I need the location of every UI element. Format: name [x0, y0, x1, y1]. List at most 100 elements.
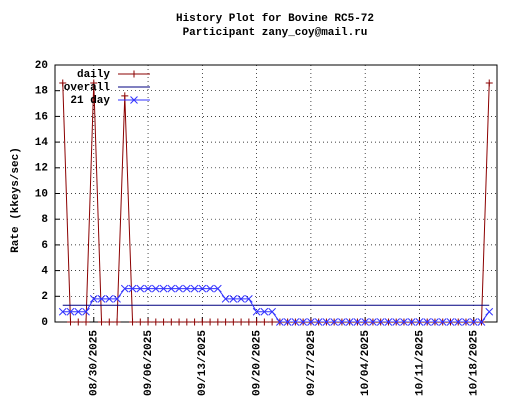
legend-label: overall [64, 82, 111, 94]
data-point [120, 284, 129, 293]
y-tick-label: 4 [41, 266, 48, 278]
data-point [144, 318, 152, 326]
legend-label: daily [77, 69, 110, 81]
x-tick-label: 09/06/2025 [143, 330, 155, 396]
data-point [58, 307, 67, 316]
data-point [485, 79, 493, 87]
data-point [66, 307, 75, 316]
x-tick-label: 10/11/2025 [414, 330, 426, 396]
data-point [462, 318, 470, 326]
data-point [152, 318, 160, 326]
data-point [314, 318, 323, 326]
data-point [454, 318, 463, 326]
data-point [307, 318, 315, 326]
y-tick-label: 18 [35, 86, 49, 98]
data-point [74, 318, 82, 326]
data-point [446, 318, 455, 326]
data-point [369, 318, 377, 326]
data-point [182, 284, 191, 293]
data-point [299, 318, 307, 326]
data-point [151, 284, 160, 293]
data-point [291, 318, 300, 326]
y-tick-label: 10 [35, 188, 48, 200]
data-point [222, 318, 230, 326]
y-tick-label: 0 [41, 317, 48, 329]
data-point [237, 318, 245, 326]
data-point [322, 318, 331, 326]
data-point [268, 318, 276, 326]
data-point [229, 295, 238, 303]
data-point [330, 318, 339, 326]
data-point [136, 284, 145, 293]
data-point [98, 318, 106, 326]
data-point [97, 295, 106, 303]
data-point [183, 318, 191, 326]
data-point [260, 307, 269, 316]
data-point [198, 318, 206, 326]
data-point [191, 318, 199, 326]
data-point [415, 318, 424, 326]
y-tick-label: 14 [35, 137, 49, 149]
data-point [190, 284, 199, 293]
data-point [338, 318, 346, 326]
legend-marker [130, 96, 138, 104]
data-point [245, 295, 253, 303]
y-tick-label: 2 [41, 291, 48, 303]
y-tick-label: 8 [41, 214, 48, 226]
data-point [276, 318, 284, 326]
x-tick-label: 10/18/2025 [469, 330, 481, 396]
data-point [82, 318, 90, 326]
data-point [206, 318, 214, 326]
data-point [384, 318, 393, 326]
data-point [198, 284, 207, 293]
data-point [361, 318, 370, 326]
data-point [214, 318, 222, 326]
data-point [407, 318, 416, 326]
data-point [376, 318, 385, 326]
data-point [229, 318, 237, 326]
data-point [89, 295, 98, 303]
data-point [82, 307, 90, 316]
data-point [423, 318, 432, 326]
y-tick-label: 12 [35, 163, 48, 175]
data-point [113, 295, 121, 303]
y-tick-label: 20 [35, 60, 48, 72]
data-point [74, 307, 83, 316]
data-point [128, 284, 137, 293]
data-point [113, 318, 121, 326]
data-point [144, 284, 152, 293]
data-point [438, 318, 447, 326]
legend-marker [130, 70, 138, 78]
data-point [253, 318, 261, 326]
data-point [400, 318, 408, 326]
y-tick-label: 6 [41, 240, 48, 252]
data-point [268, 307, 276, 316]
data-point [213, 284, 222, 293]
data-point [353, 318, 362, 326]
data-point [160, 318, 168, 326]
series-line [62, 288, 490, 322]
data-point [245, 318, 253, 326]
y-tick-label: 16 [35, 111, 48, 123]
data-point [485, 307, 494, 316]
data-point [59, 79, 67, 87]
data-point [260, 318, 268, 326]
x-tick-label: 10/04/2025 [360, 330, 372, 396]
data-point [129, 318, 137, 326]
y-axis-label: Rate (kkeys/sec) [10, 147, 22, 253]
data-point [392, 318, 401, 326]
x-tick-label: 09/13/2025 [197, 330, 209, 396]
data-point [345, 318, 354, 326]
data-point [159, 284, 168, 293]
data-point [136, 318, 144, 326]
legend-label: 21 day [70, 95, 110, 107]
data-point [175, 318, 183, 326]
data-point [431, 318, 439, 326]
data-point [206, 284, 214, 293]
data-point [221, 295, 230, 303]
data-point [167, 318, 175, 326]
chart-title: History Plot for Bovine RC5-72 [176, 13, 374, 25]
data-point [252, 307, 261, 316]
